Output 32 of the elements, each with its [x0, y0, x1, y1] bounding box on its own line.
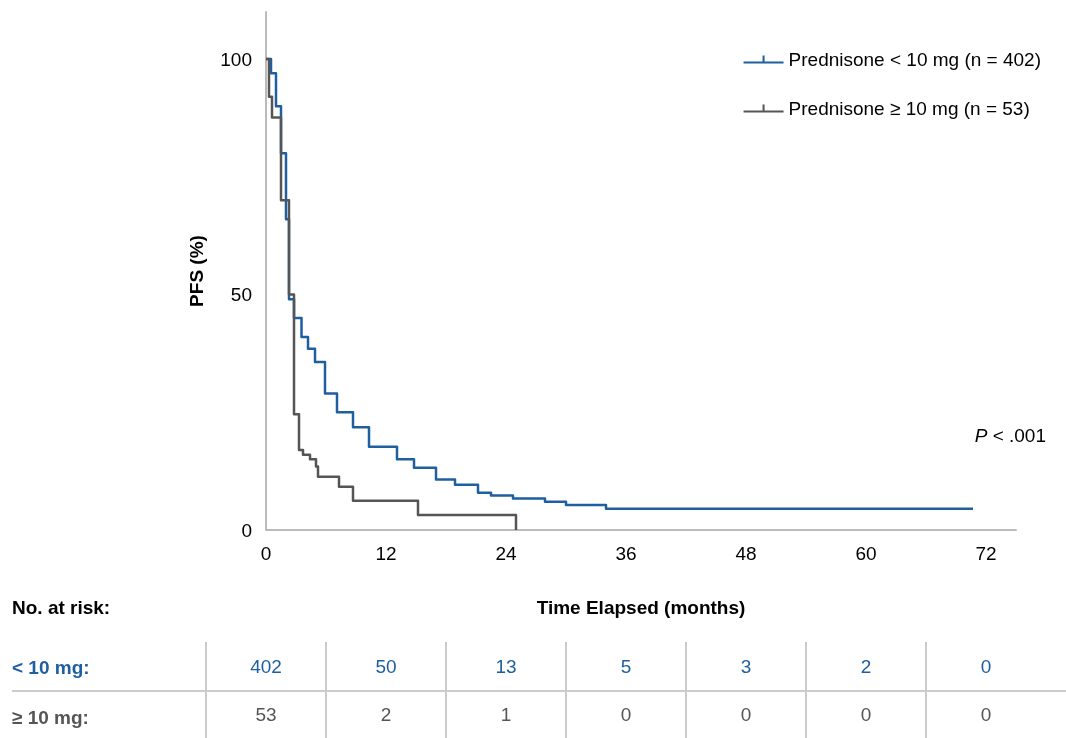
data-label: 0 [860, 703, 872, 725]
x-tick-label: 24 [495, 543, 517, 564]
data-label: 0 [620, 703, 632, 725]
y-tick-label: 100 [220, 48, 252, 70]
y-tick-label: < 10 mg: [12, 656, 90, 678]
x-tick-label: 36 [615, 543, 637, 564]
data-label: 0 [980, 655, 992, 677]
x-axis-title: Time Elapsed (months) [536, 597, 746, 618]
data-label: 2 [380, 703, 392, 725]
data-label: 0 [740, 703, 752, 725]
x-tick-label: 60 [855, 543, 877, 564]
y-tick-label: ≥ 10 mg: [12, 706, 89, 728]
x-tick-label: 48 [735, 543, 757, 564]
x-tick-label: 72 [975, 543, 997, 564]
legend-label: Prednisone < 10 mg (n = 402) [788, 49, 1041, 70]
x-tick-label: 0 [260, 543, 272, 564]
chart-title: No. at risk: [12, 596, 111, 618]
x-tick-label: 12 [375, 543, 397, 564]
data-label: 5 [620, 655, 632, 677]
data-label: 0 [980, 703, 992, 725]
data-label: 13 [495, 655, 517, 677]
legend-label: Prednisone ≥ 10 mg (n = 53) [788, 98, 1030, 119]
data-label: 2 [860, 655, 872, 677]
y-tick-label: 50 [230, 284, 252, 306]
data-label: 50 [375, 655, 397, 677]
data-label: 402 [250, 655, 282, 677]
annotation: P < .001 [974, 425, 1047, 446]
data-label: 1 [500, 703, 512, 725]
y-tick-label: 0 [241, 519, 252, 541]
data-label: 53 [255, 703, 277, 725]
data-label: 3 [740, 655, 752, 677]
y-axis-title: PFS (%) [186, 235, 207, 307]
